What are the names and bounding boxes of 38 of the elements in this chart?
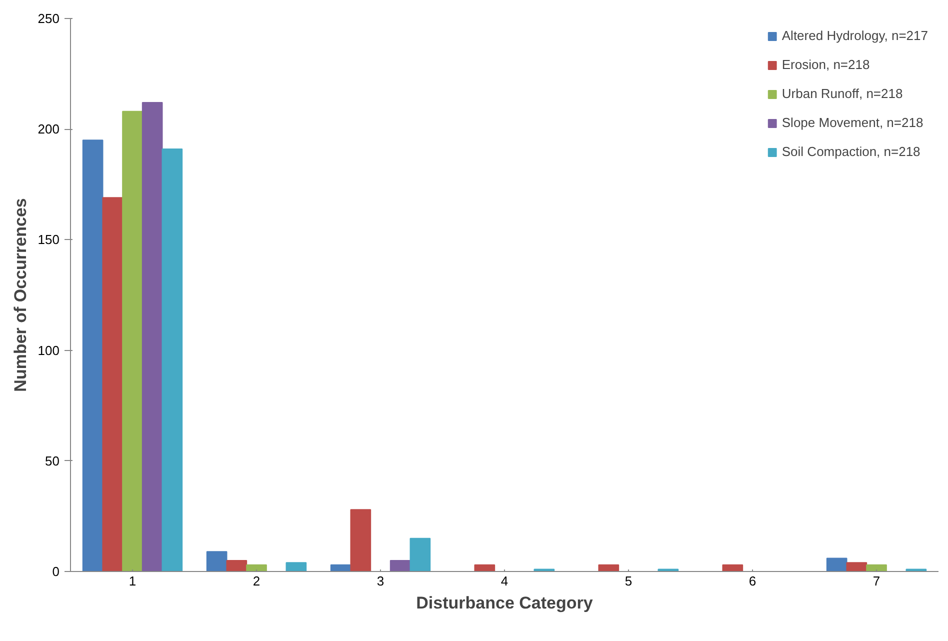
x-tick-label: 5 bbox=[624, 574, 632, 588]
y-tick-label: 150 bbox=[38, 232, 60, 248]
bar bbox=[410, 538, 431, 572]
bar bbox=[846, 562, 868, 572]
legend-label: Urban Runoff, n=218 bbox=[782, 86, 903, 101]
bar bbox=[82, 140, 104, 572]
y-tick-label: 200 bbox=[38, 122, 60, 137]
bar bbox=[102, 197, 124, 572]
bar bbox=[122, 110, 143, 572]
y-tick-label: 50 bbox=[45, 453, 60, 468]
x-tick-label: 2 bbox=[252, 574, 260, 588]
legend-label: Erosion, n=218 bbox=[782, 57, 870, 72]
x-tick-label: 6 bbox=[748, 574, 756, 588]
y-tick-label: 250 bbox=[38, 11, 60, 26]
y-tick-label: 100 bbox=[38, 342, 60, 358]
bar bbox=[246, 564, 267, 572]
bar bbox=[350, 509, 372, 572]
x-axis-title: Disturbance Category bbox=[416, 594, 594, 612]
x-tick-label: 1 bbox=[128, 574, 136, 588]
bar bbox=[474, 564, 496, 572]
bar bbox=[866, 564, 887, 572]
y-axis-title: Number of Occurrences bbox=[10, 198, 30, 392]
bar bbox=[826, 558, 848, 572]
x-tick-label: 7 bbox=[872, 574, 880, 588]
bar bbox=[722, 564, 744, 572]
bar bbox=[390, 560, 411, 572]
bar bbox=[286, 562, 307, 572]
bar bbox=[142, 102, 163, 572]
x-tick-label: 4 bbox=[500, 574, 508, 588]
y-tick-label: 0 bbox=[52, 564, 60, 579]
legend-label: Altered Hydrology, n=217 bbox=[782, 28, 928, 43]
bar bbox=[206, 551, 228, 572]
legend-label: Slope Movement, n=218 bbox=[782, 115, 924, 130]
legend-label: Soil Compaction, n=218 bbox=[782, 144, 920, 159]
bar bbox=[226, 560, 248, 572]
bar bbox=[598, 564, 620, 572]
bar bbox=[162, 148, 183, 572]
x-tick-label: 3 bbox=[376, 574, 384, 588]
